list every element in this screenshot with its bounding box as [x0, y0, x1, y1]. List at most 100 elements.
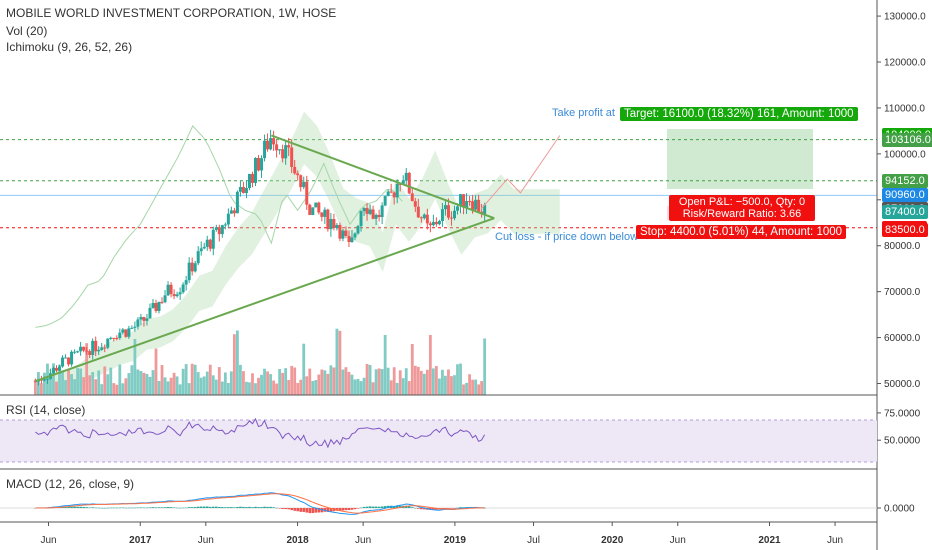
position-info[interactable]: Open P&L: −500.0, Qty: 0 Risk/Reward Rat… [669, 195, 815, 221]
time-axis[interactable]: Jun 2017 Jun 2018 Jun 2019 Jul 2020 Jun 2021 Jun [40, 522, 843, 546]
vol-indicator-label[interactable]: Vol (20) [6, 24, 48, 38]
price-tag[interactable]: 83500.0 [882, 222, 928, 237]
price-tag[interactable]: 90960.0 [882, 188, 928, 203]
volume-bar [154, 348, 158, 395]
price-tick-label: 50000.0 [884, 379, 921, 390]
chart-title: MOBILE WORLD INVESTMENT CORPORATION, 1W,… [6, 6, 337, 20]
ichimoku-lagging-span [35, 125, 403, 328]
candle-body [106, 338, 110, 348]
risk-reward-text: Risk/Reward Ratio: 3.66 [682, 208, 802, 220]
volume-bar [211, 375, 215, 395]
macd-histogram-bar [311, 508, 315, 514]
candle-body [263, 140, 267, 159]
macd-histogram-bar [459, 507, 462, 508]
target-label[interactable]: Target: 16100.0 (18.32%) 161, Amount: 10… [620, 107, 858, 121]
volume-bar [284, 368, 288, 395]
volume-bar [468, 374, 471, 395]
candle-body [232, 210, 236, 214]
macd-histogram-bar [284, 508, 287, 510]
candle-body [416, 206, 420, 218]
candle-body [419, 217, 423, 219]
trendline-lower[interactable] [35, 217, 495, 383]
volume-bar [431, 368, 435, 395]
candle-body [456, 206, 460, 211]
time-tick-label: Jul [527, 535, 540, 546]
volume-bar [413, 365, 417, 395]
projection-line[interactable] [480, 135, 561, 210]
price-tick-label: 70000.0 [884, 287, 921, 298]
macd-histogram-bar [435, 508, 438, 510]
price-tag[interactable]: 94152.0 [882, 173, 928, 188]
macd-histogram-bar [196, 506, 200, 508]
candle-body [314, 202, 318, 208]
candle-body [308, 204, 312, 215]
macd-histogram-bar [163, 507, 167, 508]
macd-histogram-bar [329, 508, 333, 512]
price-tag[interactable]: 103106.0 [882, 132, 932, 147]
ichimoku-indicator-label[interactable]: Ichimoku (9, 26, 52, 26) [6, 40, 133, 54]
candle-body [238, 186, 242, 192]
candle-body [368, 209, 372, 214]
macd-histogram-bar [181, 507, 185, 509]
cut-loss-annotation[interactable]: Cut loss - if price down below [495, 231, 639, 243]
candle-body [269, 138, 273, 150]
macd-histogram-bar [133, 507, 137, 509]
macd-axis: 0.0000 [877, 504, 915, 515]
candle-body [407, 172, 411, 194]
macd-histogram-bar [450, 508, 453, 509]
candle-body [64, 357, 68, 359]
macd-histogram-bar [260, 507, 263, 508]
candle-body [160, 301, 164, 303]
macd-histogram-bar [142, 507, 146, 509]
volume-bar [79, 368, 83, 395]
macd-histogram-bar [272, 507, 275, 508]
time-tick-label: 2021 [758, 535, 781, 546]
rsi-indicator-label[interactable]: RSI (14, close) [6, 403, 86, 417]
candle-body [142, 317, 146, 321]
macd-histogram-bar [275, 507, 278, 509]
volume-bar [232, 334, 236, 395]
volume-bar [220, 381, 224, 395]
volume-bar [67, 370, 70, 395]
volume-bar [145, 373, 149, 395]
macd-histogram-bar [293, 508, 296, 511]
stop-label[interactable]: Stop: 4400.0 (5.01%) 44, Amount: 1000 [636, 225, 847, 239]
macd-histogram-bar [407, 506, 411, 508]
time-tick-label: Jun [355, 535, 371, 546]
volume-bar [299, 379, 303, 395]
candle-body [154, 303, 158, 311]
volume-bar [441, 369, 444, 395]
candle-body [172, 294, 176, 297]
rsi-band [0, 420, 877, 462]
volume-bar [368, 364, 372, 395]
triangle-trendlines[interactable] [35, 134, 495, 383]
volume-bar [311, 380, 315, 395]
candle-body [452, 210, 456, 219]
rsi-axis: 75.0000 50.0000 [877, 408, 921, 447]
trendline-upper[interactable] [271, 134, 495, 220]
macd-histogram-bar [248, 506, 251, 508]
candle-body [428, 223, 432, 226]
macd-histogram-bar [380, 506, 384, 508]
volume-bar [335, 328, 339, 395]
candle-body [199, 248, 203, 252]
candle-body [401, 180, 405, 185]
candle-body [323, 209, 327, 217]
volume-bar [314, 380, 318, 395]
macd-histogram-bar [377, 506, 381, 508]
price-tag[interactable]: 87400.0 [882, 204, 928, 219]
take-profit-annotation[interactable]: Take profit at [552, 107, 615, 119]
candle-body [386, 191, 390, 196]
candle-body [70, 351, 74, 365]
macd-histogram-bar [178, 507, 182, 509]
volume-bar [317, 374, 321, 395]
volume-bar [269, 374, 272, 395]
candle-body [371, 209, 375, 219]
candle-body [76, 351, 80, 353]
macd-indicator-label[interactable]: MACD (12, 26, close, 9) [6, 477, 135, 491]
volume-bar [302, 343, 306, 395]
macd-histogram-bar [85, 507, 88, 508]
candle-body [335, 224, 339, 229]
candle-body [217, 227, 221, 235]
